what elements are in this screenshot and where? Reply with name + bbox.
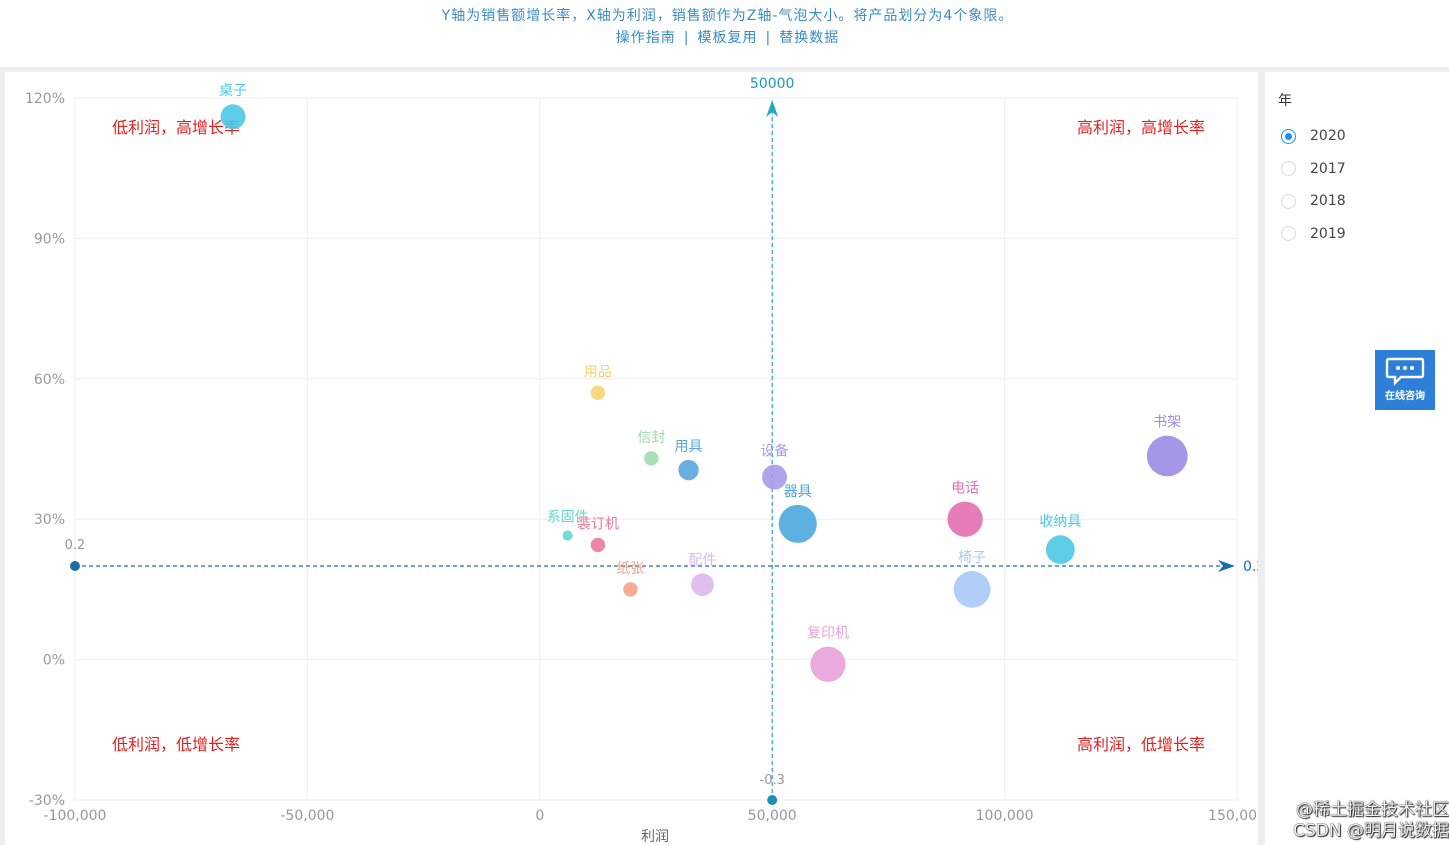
radio-icon[interactable] (1281, 226, 1296, 241)
legend-item-label: 2017 (1310, 160, 1346, 177)
replace-data-link[interactable]: 替换数据 (779, 30, 840, 46)
link-separator: | (765, 30, 772, 46)
x-tick-label: -100,000 (44, 808, 107, 824)
y-tick-label: 30% (34, 512, 65, 528)
bubble-label: 信封 (637, 430, 665, 446)
bubble-point (220, 104, 246, 130)
legend-item-2019[interactable]: 2019 (1278, 224, 1438, 244)
horizontal-reference-left-label: 0.2 (65, 538, 86, 553)
bubble-point (762, 464, 787, 490)
horizontal-reference-dot (70, 561, 80, 571)
x-tick-label: 0 (535, 808, 544, 824)
horizontal-reference-right-label: 0.2 (1243, 559, 1258, 575)
bubble-label: 复印机 (807, 625, 849, 642)
guide-link[interactable]: 操作指南 (615, 30, 676, 46)
radio-icon[interactable] (1281, 193, 1296, 209)
x-axis: -100,000 -50,000 0 50,000 100,000 150,000 (44, 808, 1258, 824)
bubble-label: 用品 (584, 365, 612, 381)
bubble-point (778, 504, 817, 543)
y-tick-label: 60% (34, 372, 65, 388)
quadrant-label-top-right: 高利润，高增长率 (1077, 118, 1205, 137)
bubble-label: 收纳具 (1039, 514, 1081, 530)
radio-icon[interactable] (1281, 161, 1296, 176)
bubble-label: 装订机 (577, 517, 619, 533)
y-tick-label: -30% (29, 793, 65, 809)
x-tick-label: -50,000 (280, 808, 334, 824)
x-tick-label: 100,000 (976, 808, 1034, 824)
bubble-point (562, 530, 573, 541)
bubble-point (590, 537, 606, 553)
quadrant-label-bottom-left: 低利润，低增长率 (112, 735, 240, 754)
legend-item-label: 2018 (1310, 193, 1346, 209)
x-tick-label: 50,000 (748, 808, 797, 824)
panel-divider (1258, 72, 1265, 845)
x-tick-label: 150,000 (1208, 808, 1258, 824)
chart-description: Y轴为销售额增长率，X轴为利润，销售额作为Z轴-气泡大小。将产品划分为4个象限。 (441, 8, 1014, 24)
bubble-point (644, 451, 659, 466)
bubble-label: 系固件 (547, 509, 589, 525)
link-separator: | (683, 30, 690, 46)
year-legend: 年 2020 2017 2018 2019 (1278, 90, 1438, 256)
template-reuse-link[interactable]: 模板复用 (697, 30, 758, 46)
vertical-reference-bottom-label: -0.3 (760, 773, 785, 788)
bubble-point (1045, 535, 1075, 565)
bubble-point (1146, 435, 1188, 477)
bubble-label: 纸张 (616, 561, 644, 577)
legend-title: 年 (1278, 93, 1292, 109)
y-tick-label: 0% (43, 653, 65, 669)
y-tick-label: 90% (34, 231, 65, 247)
bubble-point (953, 571, 991, 608)
quadrant-labels: 低利润，高增长率 高利润，高增长率 低利润，低增长率 高利润，低增长率 (112, 118, 1205, 754)
vertical-reference-dot (767, 795, 778, 805)
legend-item-label: 2020 (1310, 128, 1346, 144)
online-consult-button[interactable]: 在线咨询 (1375, 350, 1435, 410)
legend-item-label: 2019 (1310, 225, 1346, 242)
online-consult-label: 在线咨询 (1385, 391, 1425, 402)
horizontal-reference-arrow (1218, 560, 1235, 572)
bubble-label: 器具 (784, 484, 812, 500)
legend-item-2020[interactable]: 2020 (1278, 126, 1438, 146)
quadrant-label-bottom-right: 高利润，低增长率 (1077, 735, 1205, 754)
bubble-label: 设备 (761, 443, 789, 460)
legend-item-2018[interactable]: 2018 (1278, 191, 1438, 211)
top-bar: Y轴为销售额增长率，X轴为利润，销售额作为Z轴-气泡大小。将产品划分为4个象限。… (0, 0, 1449, 72)
left-border (0, 72, 5, 845)
bubble-point (947, 501, 983, 537)
bubble-label: 配件 (688, 552, 716, 568)
bubble-label: 电话 (951, 481, 979, 497)
y-axis: -30% 0% 30% 60% 90% 120% (25, 91, 65, 809)
reference-lines: 50000 -0.3 0.2 0.2 (65, 76, 1258, 805)
quadrant-label-top-left: 低利润，高增长率 (112, 118, 240, 137)
watermark-line: CSDN @明月说数据 (1293, 821, 1449, 841)
vertical-reference-arrow (766, 100, 779, 117)
watermark: @稀土掘金技术社区 CSDN @明月说数据 (1262, 800, 1449, 842)
y-tick-label: 120% (25, 91, 65, 107)
bubble-point (590, 385, 606, 401)
bubble-label: 桌子 (219, 83, 247, 99)
bubble-point (623, 582, 638, 597)
bubble-chart: -30% 0% 30% 60% 90% 120% -100,000 -50,000 0 50,0… (25, 76, 1258, 845)
bubble-label: 用具 (675, 439, 703, 455)
grid (74, 97, 1238, 801)
radio-icon[interactable] (1281, 128, 1296, 144)
bubble-label: 书架 (1153, 415, 1181, 431)
header-links: 操作指南 | 模板复用 | 替换数据 (0, 27, 1449, 47)
bubble-point (810, 646, 846, 682)
chat-bubble-icon (1385, 357, 1425, 386)
x-axis-title: 利润 (641, 829, 669, 845)
bubble-point (691, 573, 714, 597)
bubble-point (678, 459, 699, 481)
plot-frame (74, 97, 1238, 801)
vertical-reference-top-label: 50000 (750, 76, 795, 92)
watermark-line: @稀土掘金技术社区 (1296, 800, 1449, 820)
bubble-label: 椅子 (958, 550, 986, 566)
legend-item-2017[interactable]: 2017 (1278, 159, 1438, 179)
